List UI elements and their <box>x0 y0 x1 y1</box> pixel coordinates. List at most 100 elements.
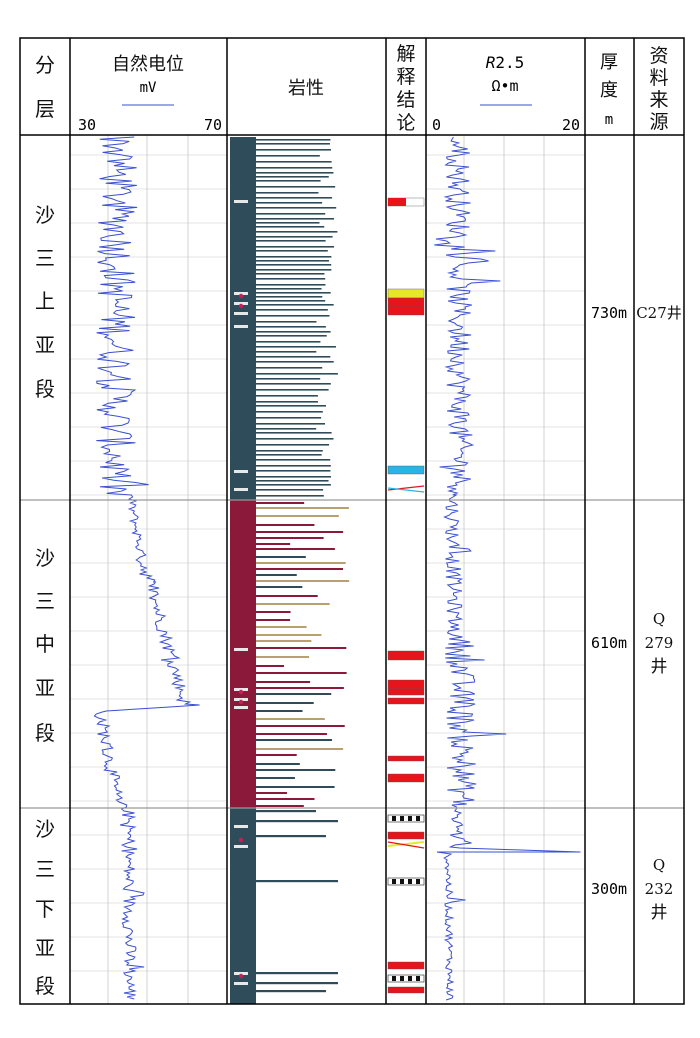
res-scale-min: 0 <box>432 116 441 134</box>
source-header-char-3: 来 <box>649 89 668 111</box>
section-middle-char-4: 亚 <box>35 676 55 700</box>
litho-shale-bed <box>256 296 323 298</box>
interp-dashed-band <box>387 877 425 886</box>
section-upper-char-5: 段 <box>35 377 55 401</box>
litho-mixed-bed <box>256 718 325 720</box>
litho-mixed-bed <box>256 580 350 582</box>
interp-dash <box>392 879 396 884</box>
litho-shale-bed <box>256 428 317 430</box>
litho-shale-bed <box>256 489 324 491</box>
litho-mixed-bed <box>256 634 322 636</box>
source-header-char-4: 源 <box>649 111 668 133</box>
litho-mixed-bed <box>256 687 344 689</box>
litho-white-lens <box>234 648 248 651</box>
litho-shale-bed <box>256 139 331 141</box>
section-upper-char-1: 沙 <box>35 203 55 227</box>
litho-mixed-bed <box>256 681 311 683</box>
lithology-header: 岩性 <box>288 78 324 99</box>
litho-mixed-bed <box>256 702 314 704</box>
interp-red-band <box>387 755 425 762</box>
litho-shale-bed <box>256 149 331 151</box>
litho-shale-bed <box>256 417 322 419</box>
litho-mixed-bed <box>256 710 303 712</box>
litho-shale-bed <box>256 256 332 258</box>
litho-shale-bed <box>256 186 336 188</box>
interp-dash <box>400 976 404 981</box>
section-lower-thickness: 300m <box>591 880 627 898</box>
litho-shale-bed <box>256 213 326 215</box>
litho-shale-bed <box>256 264 332 266</box>
litho-shale-bed <box>256 197 333 199</box>
litho-shale-bed <box>256 172 334 174</box>
litho-mixed-bed <box>256 537 324 539</box>
interp-red-band <box>387 831 425 840</box>
section-lower-char-4: 亚 <box>35 936 55 960</box>
litho-mixed-bed <box>256 739 333 741</box>
litho-shale-bed <box>256 356 331 358</box>
section-lower-char-1: 沙 <box>35 817 55 841</box>
litho-mixed-bed <box>256 543 291 545</box>
litho-shale-bed <box>256 470 331 472</box>
interp-dash <box>392 976 396 981</box>
litho-mixed-bed <box>256 524 315 526</box>
litho-mixed-bed <box>256 792 287 794</box>
litho-shale-bed <box>256 321 317 323</box>
section-middle-source-1: Q <box>653 610 665 628</box>
header-layer-char-2: 层 <box>35 97 55 121</box>
interp-red-band <box>387 697 425 705</box>
litho-mixed-bed <box>256 769 336 771</box>
res-header-unit: Ω•m <box>491 77 518 95</box>
sp-track-grid <box>70 135 227 1004</box>
litho-shale-bed <box>256 192 319 194</box>
litho-white-lens <box>234 982 248 985</box>
sp-curve <box>93 136 200 1000</box>
section-upper-char-3: 上 <box>35 289 55 313</box>
interp-yellow-band <box>387 288 425 299</box>
litho-shale-bed <box>256 309 328 311</box>
interp-red-band <box>387 688 425 696</box>
litho-lower-bed <box>256 972 338 975</box>
interp-dash <box>400 816 404 821</box>
interp-dash <box>408 816 412 821</box>
litho-shale-bed <box>256 218 335 220</box>
litho-shale-bed <box>256 459 331 461</box>
section-lower-char-3: 下 <box>35 897 55 921</box>
litho-red-dot <box>238 303 244 309</box>
litho-shale-bed <box>256 378 321 380</box>
litho-shale-bed <box>256 236 333 238</box>
table-frame <box>19 37 685 1005</box>
section-lower-source-2: 232 <box>645 880 674 898</box>
section-upper-char-4: 亚 <box>35 333 55 357</box>
interp-dash <box>416 816 420 821</box>
litho-shale-bed <box>256 300 326 302</box>
litho-mixed-bed <box>256 693 332 695</box>
litho-white-lens <box>234 688 248 691</box>
litho-white-lens <box>234 312 248 315</box>
litho-shale-bed <box>256 495 324 497</box>
litho-white-lens <box>234 825 248 828</box>
litho-red-dot <box>238 837 244 843</box>
litho-mixed-bed <box>256 548 335 550</box>
litho-mixed-bed <box>256 507 349 509</box>
section-lower-char-2: 三 <box>35 857 55 881</box>
interp-diagonal-mark <box>387 487 425 493</box>
litho-mixed-bed <box>256 586 303 588</box>
interp-dashed-band <box>387 974 425 983</box>
litho-shale-bed <box>256 278 326 280</box>
interp-red-band <box>387 650 425 661</box>
interp-dashed-band <box>387 814 425 823</box>
section-middle-char-3: 中 <box>35 632 55 656</box>
sp-header-title: 自然电位 <box>112 54 184 75</box>
section-lower-source-3: 井 <box>651 903 668 923</box>
litho-mixed-bed <box>256 748 344 750</box>
litho-white-lens <box>234 200 248 203</box>
lithology-column <box>230 137 350 1004</box>
litho-shale-bed <box>256 383 331 385</box>
section-upper-thickness: 730m <box>591 304 627 322</box>
interp-red-band <box>387 986 425 994</box>
litho-mixed-bed <box>256 656 310 658</box>
litho-shale-bed <box>256 476 332 478</box>
litho-shale-bed <box>256 395 318 397</box>
litho-mixed-bed <box>256 595 318 597</box>
interp-header-char-3: 结 <box>396 89 415 111</box>
